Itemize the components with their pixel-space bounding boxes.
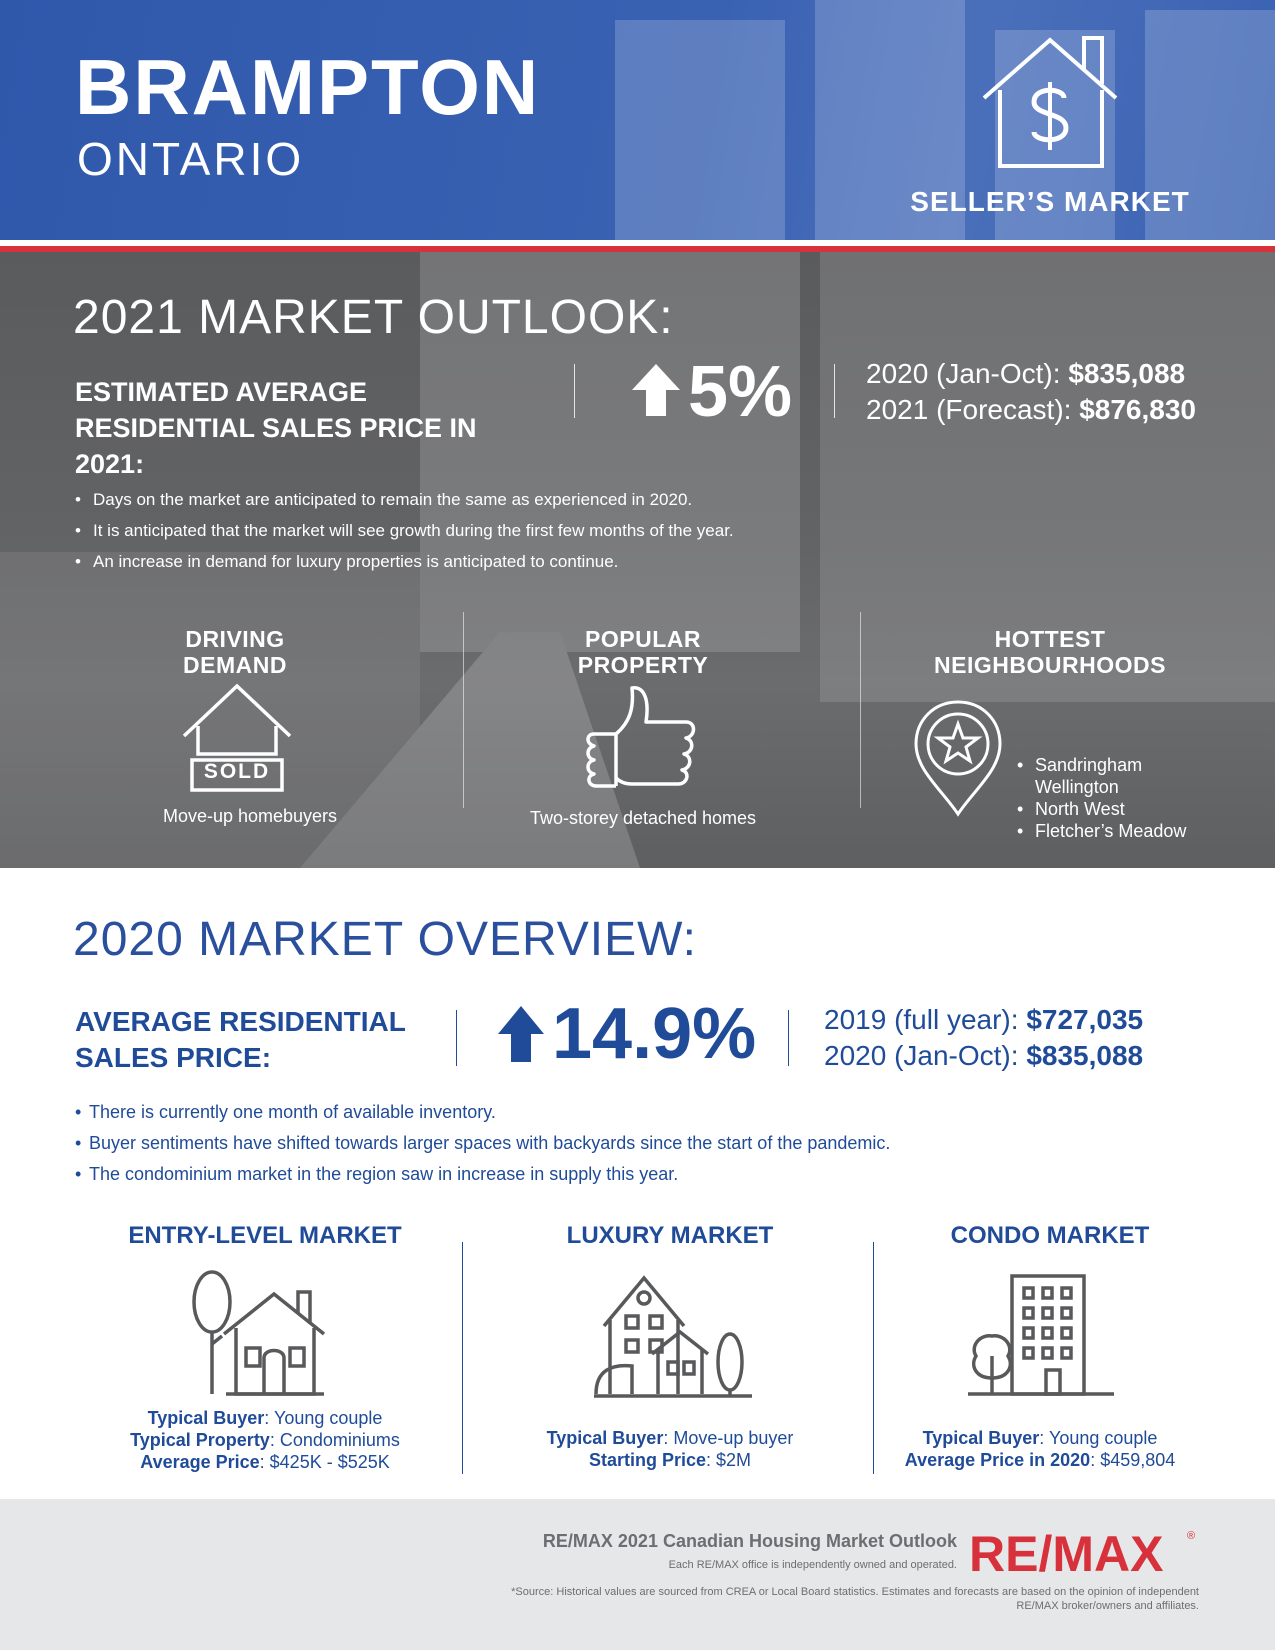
outlook-price-list: 2020 (Jan-Oct): $835,088 2021 (Forecast)… — [866, 356, 1196, 428]
driving-demand-heading: DRIVING DEMAND — [183, 626, 287, 678]
info-row: Typical Property: Condominiums — [130, 1430, 400, 1450]
province-title: ONTARIO — [77, 133, 305, 185]
hottest-neighbourhoods-heading: HOTTEST NEIGHBOURHOODS — [934, 626, 1166, 678]
up-arrow-icon — [632, 364, 680, 416]
entry-level-info: Typical Buyer: Young couple Typical Prop… — [90, 1407, 440, 1473]
info-row: Starting Price: $2M — [588, 1450, 752, 1470]
info-row: Average Price in 2020: $459,804 — [904, 1450, 1176, 1470]
overview-bullet-list: There is currently one month of availabl… — [75, 1097, 890, 1190]
map-pin-star-icon — [914, 700, 1002, 817]
list-item: It is anticipated that the market will s… — [75, 515, 734, 546]
market-type-label: SELLER’S MARKET — [910, 186, 1190, 217]
house-dollar-icon — [982, 36, 1118, 168]
list-item: Fletcher’s Meadow — [1017, 820, 1217, 842]
footer-independent-note: Each RE/MAX office is independently owne… — [668, 1559, 957, 1571]
overview-title: 2020 MARKET OVERVIEW: — [73, 913, 697, 966]
popular-property-heading: POPULAR PROPERTY — [577, 626, 709, 678]
outlook-bullet-list: Days on the market are anticipated to re… — [75, 484, 734, 577]
list-item: There is currently one month of availabl… — [75, 1097, 890, 1128]
neighbourhood-list: Sandringham Wellington North West Fletch… — [1017, 754, 1217, 842]
estimated-price-label: ESTIMATED AVERAGE RESIDENTIAL SALES PRIC… — [75, 377, 477, 479]
luxury-market-heading: LUXURY MARKET — [566, 1222, 774, 1249]
footer-source-note: *Source: Historical values are sourced f… — [511, 1586, 1199, 1612]
condo-market-info: Typical Buyer: Young couple Average Pric… — [880, 1427, 1200, 1471]
divider-line — [456, 1010, 457, 1066]
header-divider-red — [0, 246, 1275, 252]
entry-level-heading: ENTRY-LEVEL MARKET — [128, 1222, 402, 1249]
remax-logo: RE/MAX ® — [969, 1526, 1195, 1579]
column-divider — [860, 612, 861, 808]
column-divider — [462, 1242, 463, 1474]
footer: RE/MAX 2021 Canadian Housing Market Outl… — [0, 1499, 1275, 1650]
list-item: Sandringham Wellington — [1017, 754, 1217, 798]
info-row: Average Price: $425K - $525K — [140, 1452, 390, 1472]
outlook-section: 2021 MARKET OUTLOOK: ESTIMATED AVERAGE R… — [0, 252, 1275, 868]
header-divider-white — [0, 240, 1275, 246]
list-item: Days on the market are anticipated to re… — [75, 484, 734, 515]
average-price-label: AVERAGE RESIDENTIAL SALES PRICE: — [75, 1006, 406, 1073]
driving-demand-caption: Move-up homebuyers — [162, 806, 338, 826]
list-item: Buyer sentiments have shifted towards la… — [75, 1128, 890, 1159]
thumbs-up-icon — [586, 686, 696, 788]
popular-property-caption: Two-storey detached homes — [529, 808, 757, 828]
divider-line — [574, 364, 575, 418]
luxury-market-info: Typical Buyer: Move-up buyer Starting Pr… — [490, 1427, 850, 1471]
overview-price-list: 2019 (full year): $727,035 2020 (Jan-Oct… — [824, 1002, 1143, 1074]
condo-building-icon — [968, 1274, 1114, 1396]
list-item: North West — [1017, 798, 1217, 820]
sold-sign-text: SOLD — [203, 760, 271, 783]
header-banner: BRAMPTON ONTARIO SELLER’S MARKET — [0, 0, 1275, 240]
registered-mark: ® — [1187, 1530, 1195, 1542]
price-row: 2020 (Jan-Oct): $835,088 — [866, 358, 1186, 389]
sold-house-icon — [182, 683, 292, 792]
divider-line — [834, 364, 835, 418]
condo-market-heading: CONDO MARKET — [950, 1222, 1150, 1249]
price-row: 2019 (full year): $727,035 — [824, 1004, 1144, 1035]
luxury-house-icon — [594, 1275, 752, 1398]
city-title: BRAMPTON — [75, 43, 541, 131]
list-item: The condominium market in the region saw… — [75, 1159, 890, 1190]
list-item: An increase in demand for luxury propert… — [75, 546, 734, 577]
overview-change-value: 14.9% — [552, 994, 757, 1074]
info-row: Typical Buyer: Young couple — [147, 1408, 383, 1428]
remax-logo-text: RE/MAX — [969, 1526, 1163, 1579]
townhouse-photo-background — [0, 252, 1275, 868]
up-arrow-icon — [498, 1006, 544, 1062]
outlook-title: 2021 MARKET OUTLOOK: — [73, 291, 674, 344]
price-row: 2021 (Forecast): $876,830 — [866, 394, 1196, 425]
price-row: 2020 (Jan-Oct): $835,088 — [824, 1040, 1144, 1071]
footer-title: RE/MAX 2021 Canadian Housing Market Outl… — [542, 1531, 957, 1551]
column-divider — [463, 612, 464, 808]
outlook-change-value: 5% — [688, 352, 793, 432]
divider-line — [788, 1010, 789, 1066]
info-row: Typical Buyer: Move-up buyer — [546, 1428, 794, 1448]
column-divider — [873, 1242, 874, 1474]
building-photo-background — [615, 0, 1275, 240]
house-with-tree-icon — [192, 1270, 326, 1396]
info-row: Typical Buyer: Young couple — [922, 1428, 1158, 1448]
